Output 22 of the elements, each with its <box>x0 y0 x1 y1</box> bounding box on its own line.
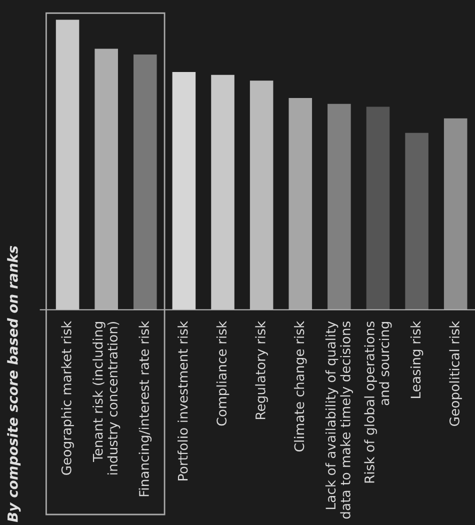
x-tick-label: Risk of global operations and sourcing <box>364 322 392 483</box>
bar <box>444 118 468 310</box>
x-tick-label: Climate change risk <box>294 320 307 452</box>
bar <box>56 20 80 310</box>
bar <box>366 106 390 310</box>
x-tick-label: Regulatory risk <box>255 320 268 420</box>
bar <box>328 104 351 310</box>
x-tick-label: Financing/interest rate risk <box>138 320 152 496</box>
x-tick-label: Portfolio investment risk <box>178 320 188 480</box>
bar <box>405 132 428 310</box>
text: By composite score based on ranks <box>7 246 21 522</box>
bar <box>134 54 157 310</box>
x-tick-label: Tenant risk (including industry concentration) <box>92 322 120 474</box>
bar <box>172 72 196 310</box>
x-tick-label: Geographic market risk <box>61 320 74 475</box>
bar <box>211 74 234 310</box>
x-tick-label: Geopolitical risk <box>449 320 462 426</box>
x-tick-label: Leasing risk <box>410 320 424 398</box>
x-tick-label: Compliance risk <box>216 320 230 426</box>
x-tick-label: Lack of availability of quality data to make timely decisions <box>325 321 353 519</box>
bar <box>94 48 118 310</box>
bar <box>288 98 312 310</box>
